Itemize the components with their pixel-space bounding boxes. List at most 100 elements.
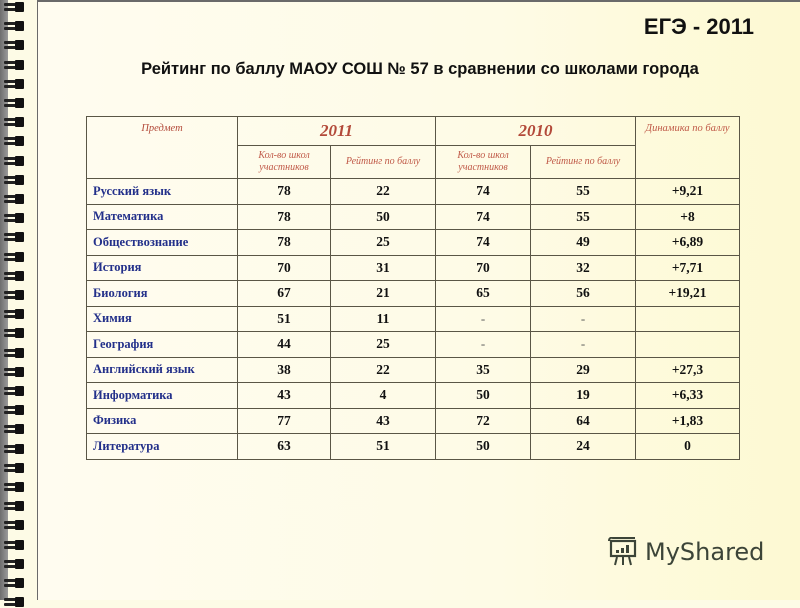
table-row: Биология 67 21 65 56 +19,21: [86, 280, 740, 307]
cell-rating-2010: 56: [530, 280, 636, 307]
cell-subject: Биология: [86, 280, 238, 307]
spiral-ring: [2, 309, 24, 320]
slide-title: Рейтинг по баллу МАОУ СОШ № 57 в сравнен…: [141, 60, 699, 78]
cell-subject: Математика: [86, 203, 238, 230]
cell-rating-2011: 4: [330, 382, 436, 409]
spiral-ring: [2, 482, 24, 493]
cell-rating-2011: 22: [330, 178, 436, 205]
cell-rating-2011: 43: [330, 407, 436, 434]
cell-schools-2011: 78: [237, 229, 331, 256]
spiral-ring: [2, 155, 24, 167]
spiral-ring: [2, 98, 24, 109]
table-row: География 44 25- -: [86, 331, 740, 358]
spiral-ring: [2, 520, 24, 531]
cell-rating-2010: 55: [530, 178, 636, 205]
cell-dynamics: +9,21: [635, 178, 740, 205]
table-row: Информатика 43 4 50 19 +6,33: [86, 382, 740, 409]
spiral-ring: [2, 501, 24, 512]
spiral-ring: [2, 347, 24, 359]
cell-dynamics: +6,89: [635, 229, 740, 256]
header-dynamics: Динамика по баллу: [635, 116, 740, 179]
header-schools-2011: Кол-во школ участников: [237, 145, 331, 179]
table-row: Русский язык 78 22 74 55 +9,21: [86, 178, 740, 205]
cell-rating-2010: 64: [530, 407, 636, 434]
cell-rating-2011: 11: [330, 305, 436, 332]
cell-schools-2011: 70: [237, 254, 331, 281]
cell-rating-2011: 21: [330, 280, 436, 307]
spiral-ring: [2, 59, 24, 71]
cell-rating-2011: 25: [330, 229, 436, 256]
spiral-ring: [2, 405, 24, 416]
cell-rating-2010: 49: [530, 229, 636, 256]
cell-dynamics: [635, 331, 740, 358]
table-row: Обществознание 78 25 74 49 +6,89: [86, 229, 740, 256]
cell-subject: Русский язык: [86, 178, 238, 205]
cell-dynamics: +1,83: [635, 407, 740, 434]
cell-subject: Английский язык: [86, 356, 238, 383]
header-rating-2011: Рейтинг по баллу: [330, 145, 436, 179]
cell-schools-2010: 50: [435, 433, 531, 460]
cell-rating-2011: 31: [330, 254, 436, 281]
cell-dynamics: [635, 305, 740, 332]
cell-rating-2010: 24: [530, 433, 636, 460]
slide-badge: ЕГЭ - 2011: [643, 14, 754, 39]
cell-rating-2010: -: [530, 305, 636, 332]
cell-subject: Обществознание: [86, 229, 238, 256]
table-row: Математика 78 50 74 55 +8: [86, 203, 740, 230]
cell-rating-2011: 22: [330, 356, 436, 383]
cell-schools-2010: 65: [435, 280, 531, 307]
cell-rating-2010: 19: [530, 382, 636, 409]
spiral-ring: [2, 213, 24, 224]
spiral-ring: [2, 290, 24, 301]
spiral-ring: [2, 21, 24, 32]
cell-dynamics: +7,71: [635, 254, 740, 281]
cell-schools-2011: 78: [237, 178, 331, 205]
table-row: Химия 51 11- -: [86, 305, 740, 332]
cell-subject: История: [86, 254, 238, 281]
spiral-ring: [2, 539, 24, 551]
header-schools-2010: Кол-во школ участников: [435, 145, 531, 179]
cell-schools-2010: 35: [435, 356, 531, 383]
spiral-ring: [2, 117, 24, 128]
table-row: Английский язык 38 22 35 29 +27,3: [86, 356, 740, 383]
spiral-ring: [2, 424, 24, 435]
spiral-ring: [2, 251, 24, 263]
cell-dynamics: 0: [635, 433, 740, 460]
cell-dynamics: +27,3: [635, 356, 740, 383]
table-row: Литература 63 51 50 24 0: [86, 433, 740, 460]
notebook-spine: [0, 0, 8, 600]
cell-schools-2011: 38: [237, 356, 331, 383]
cell-schools-2011: 51: [237, 305, 331, 332]
cell-schools-2010: 50: [435, 382, 531, 409]
cell-schools-2011: 44: [237, 331, 331, 358]
spiral-ring: [2, 386, 24, 397]
header-year-2011: 2011: [237, 116, 436, 146]
cell-rating-2010: 29: [530, 356, 636, 383]
table-row: Физика 77 43 72 64 +1,83: [86, 407, 740, 434]
cell-rating-2010: -: [530, 331, 636, 358]
cell-subject: География: [86, 331, 238, 358]
cell-schools-2010: -: [435, 305, 531, 332]
rating-table: Предмет 2011 2010 Динамика по баллу Кол-…: [86, 116, 740, 460]
cell-subject: Информатика: [86, 382, 238, 409]
table-row: История 70 31 70 32 +7,71: [86, 254, 740, 281]
spiral-ring: [2, 78, 24, 90]
spiral-ring: [2, 558, 24, 570]
spiral-binding: [2, 0, 28, 608]
cell-schools-2011: 77: [237, 407, 331, 434]
spiral-ring: [2, 462, 24, 474]
cell-schools-2010: 74: [435, 203, 531, 230]
spiral-ring: [2, 40, 24, 51]
watermark-text: MyShared: [645, 538, 765, 566]
spiral-ring: [2, 366, 24, 378]
cell-subject: Литература: [86, 433, 238, 460]
presentation-board-icon: [608, 537, 637, 566]
spiral-ring: [2, 597, 24, 608]
cell-schools-2010: 72: [435, 407, 531, 434]
spiral-ring: [2, 578, 24, 589]
spiral-ring: [2, 328, 24, 339]
cell-rating-2010: 32: [530, 254, 636, 281]
spiral-ring: [2, 232, 24, 243]
cell-dynamics: +6,33: [635, 382, 740, 409]
cell-subject: Физика: [86, 407, 238, 434]
